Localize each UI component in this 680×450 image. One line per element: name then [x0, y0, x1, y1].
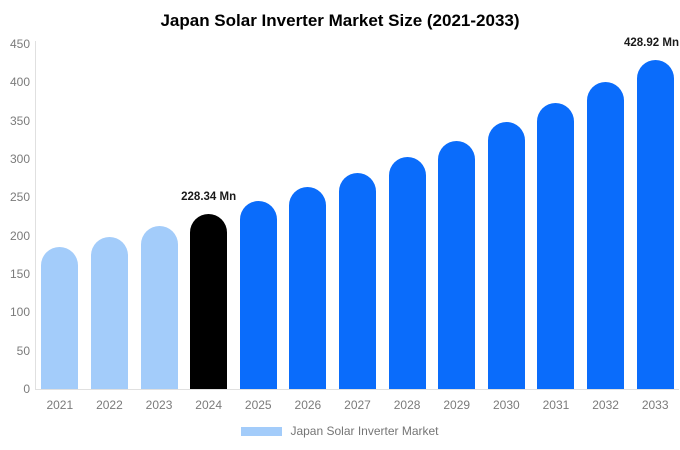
- x-tick-label: 2026: [294, 398, 322, 412]
- y-tick-label: 0: [23, 382, 30, 396]
- x-tick-label: 2030: [492, 398, 520, 412]
- y-tick-label: 150: [9, 267, 30, 281]
- legend-swatch: [241, 426, 283, 436]
- x-tick-label: 2027: [344, 398, 371, 412]
- x-tick-label: 2024: [195, 398, 222, 412]
- x-tick-label: 2031: [542, 398, 570, 412]
- x-tick-label: 2022: [96, 398, 123, 412]
- y-tick-label: 450: [9, 37, 30, 51]
- legend-label: Japan Solar Inverter Market: [290, 424, 439, 438]
- bar-2025: [239, 201, 277, 389]
- bar-2023: [140, 225, 178, 389]
- bar-value-label: 228.34 Mn: [181, 190, 237, 203]
- x-tick-label: 2023: [145, 398, 173, 412]
- x-tick-label: 2028: [393, 398, 421, 412]
- y-axis-line: [35, 41, 36, 390]
- x-tick-label: 2033: [641, 398, 669, 412]
- y-tick-label: 350: [9, 113, 30, 128]
- bar-2024: [190, 213, 228, 389]
- bar-2029: [438, 140, 476, 389]
- x-tick-label: 2025: [244, 398, 272, 412]
- bar-value-label: 428.92 Mn: [624, 37, 679, 50]
- bar-2027: [339, 172, 376, 389]
- legend: Japan Solar Inverter Market: [0, 424, 680, 438]
- y-tick-label: 250: [9, 190, 30, 205]
- y-tick-label: 300: [9, 152, 30, 166]
- chart-title: Japan Solar Inverter Market Size (2021-2…: [160, 11, 520, 30]
- y-tick-label: 400: [9, 75, 30, 90]
- bar-2032: [587, 82, 625, 389]
- bar-2026: [289, 187, 327, 389]
- bar-2022: [90, 237, 128, 389]
- y-tick-label: 100: [9, 305, 30, 320]
- x-tick-label: 2032: [592, 398, 619, 412]
- bar-2030: [487, 122, 525, 389]
- x-tick-label: 2029: [443, 398, 471, 412]
- bar-2033: [636, 60, 674, 389]
- bar-2028: [388, 157, 426, 389]
- x-axis-line: [35, 389, 679, 390]
- bar-2031: [537, 103, 575, 389]
- x-tick-label: 2021: [46, 398, 74, 412]
- y-tick-label: 50: [16, 343, 30, 358]
- bar-2021: [41, 247, 79, 389]
- y-tick-label: 200: [9, 228, 30, 243]
